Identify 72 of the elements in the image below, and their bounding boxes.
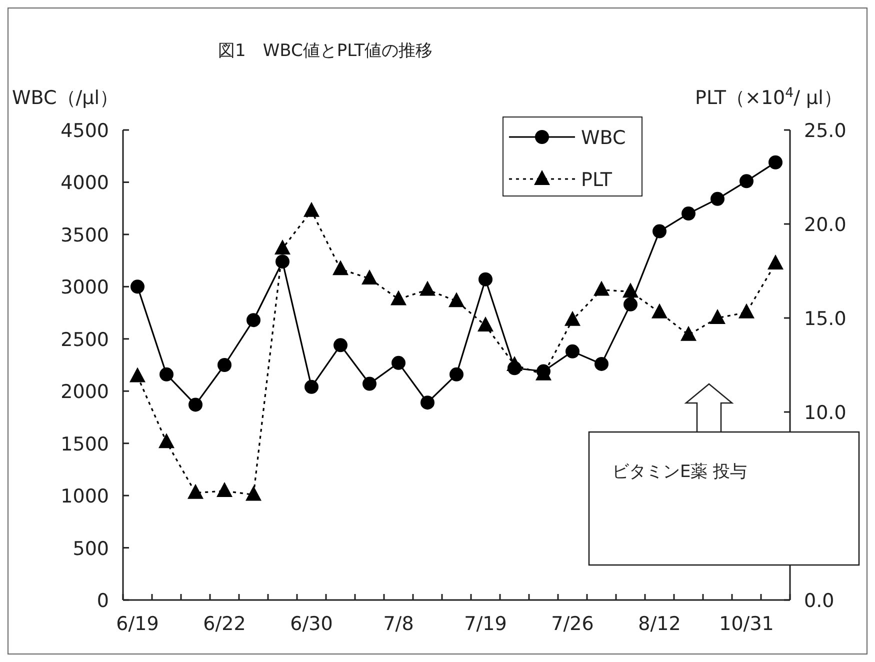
y2-tick-label: 15.0	[804, 308, 846, 330]
x-tick-label: 7/19	[464, 613, 507, 635]
x-tick-label: 8/12	[638, 613, 681, 635]
point	[710, 192, 724, 206]
point	[362, 376, 376, 391]
point	[682, 206, 696, 221]
point	[130, 280, 144, 294]
x-tick-label: 6/19	[116, 613, 159, 635]
point	[450, 367, 464, 382]
point	[652, 303, 668, 318]
point	[304, 202, 320, 217]
point	[218, 358, 232, 372]
chart-title: 図1 WBC値とPLT値の推移	[218, 41, 433, 61]
point	[420, 280, 436, 296]
x-tick-label: 7/26	[551, 613, 594, 635]
point	[652, 224, 666, 238]
point	[130, 367, 146, 382]
point	[160, 367, 174, 382]
point	[564, 310, 580, 326]
x-tick-label: 10/31	[719, 613, 774, 635]
y-tick-label: 4000	[60, 172, 109, 194]
point	[390, 290, 406, 306]
annotation: ビタミンE薬 投与	[612, 462, 748, 482]
point	[362, 270, 378, 285]
legend-label: WBC	[581, 127, 626, 149]
x-tick-label: 6/30	[290, 613, 333, 635]
y2-tick-label: 10.0	[804, 402, 846, 424]
point	[680, 326, 696, 341]
point	[710, 309, 726, 324]
point	[594, 280, 610, 296]
point	[274, 239, 290, 254]
point	[334, 338, 348, 352]
point	[478, 316, 494, 332]
y2-tick-label: 0.0	[804, 590, 834, 612]
point	[332, 260, 348, 276]
y-axis-title: WBC（/μl）	[12, 87, 119, 109]
y-tick-label: 2500	[60, 328, 109, 351]
point	[420, 396, 434, 410]
point	[246, 486, 262, 501]
point	[506, 356, 522, 371]
point	[740, 174, 754, 188]
point	[624, 297, 638, 312]
point	[768, 254, 784, 270]
point	[246, 313, 260, 328]
y2-tick-label: 20.0	[804, 214, 846, 236]
point	[304, 380, 318, 394]
point	[188, 484, 204, 499]
point	[158, 433, 174, 448]
point	[448, 292, 464, 308]
point	[768, 155, 782, 170]
y-tick-label: 1000	[60, 486, 109, 508]
point	[392, 356, 406, 370]
point	[188, 398, 202, 412]
point	[566, 344, 580, 358]
y-tick-label: 4500	[60, 120, 109, 142]
x-tick-label: 6/22	[203, 613, 246, 635]
point	[594, 356, 608, 371]
x-tick-label: 7/8	[383, 613, 414, 635]
y-tick-label: 500	[72, 538, 109, 560]
point	[738, 303, 754, 318]
y-tick-label: 1500	[60, 433, 109, 456]
legend-label: PLT	[581, 169, 612, 191]
point	[478, 272, 492, 286]
point	[622, 282, 638, 298]
y-tick-label: 0	[96, 590, 109, 612]
y2-tick-label: 25.0	[804, 120, 846, 142]
y2-axis-title: PLT（×10$^{4}$/ μl）	[695, 86, 842, 109]
y-tick-label: 3000	[60, 276, 109, 299]
y-tick-label: 2000	[60, 381, 109, 404]
point	[276, 254, 290, 269]
y-tick-label: 3500	[60, 224, 109, 246]
point	[216, 482, 232, 497]
